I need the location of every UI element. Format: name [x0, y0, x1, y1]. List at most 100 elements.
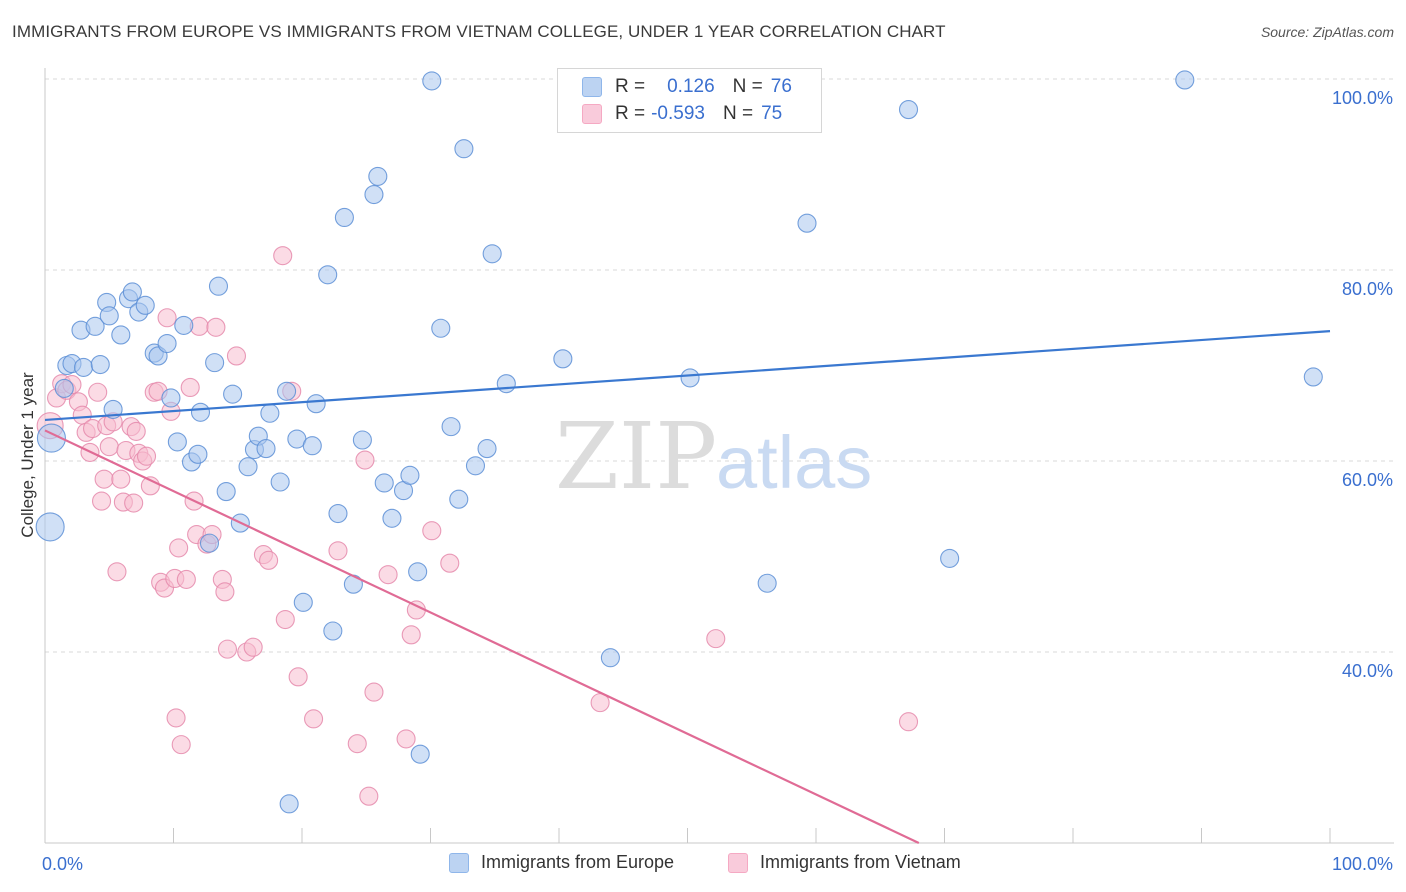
vietnam-point: [169, 538, 189, 558]
x-tick-label-max: 100.0%: [1332, 854, 1393, 874]
europe-trendline: [44, 330, 1331, 422]
legend-n-label: N =: [722, 103, 754, 124]
vietnam-point: [226, 346, 247, 366]
vietnam-point: [215, 582, 235, 602]
bottom-legend-vietnam: Immigrants from Vietnam: [728, 852, 961, 873]
vietnam-point: [355, 450, 375, 470]
trend-lines: [44, 330, 1331, 844]
vietnam-point: [440, 553, 460, 573]
europe-point: [400, 465, 420, 485]
y-axis-label: College, Under 1 year: [18, 372, 37, 538]
vietnam-point: [180, 377, 200, 398]
europe-point: [374, 473, 394, 493]
source-attribution: Source: ZipAtlas.com: [1260, 24, 1394, 40]
vietnam-point: [124, 493, 144, 513]
europe-point: [279, 794, 299, 814]
europe-point: [293, 592, 313, 612]
legend-row-europe: R = 0.126 N = 76: [582, 74, 792, 100]
europe-point: [99, 306, 119, 326]
europe-point: [208, 276, 229, 296]
vietnam-point: [91, 491, 112, 511]
europe-point: [111, 325, 131, 345]
europe-point: [553, 349, 573, 369]
bottom-legend-europe: Immigrants from Europe: [449, 852, 674, 873]
europe-point: [323, 621, 343, 641]
vietnam-point: [288, 667, 308, 687]
watermark-atlas: atlas: [716, 421, 872, 504]
legend-r-value-europe: 0.126: [667, 76, 715, 97]
legend-r-label: R =: [615, 103, 646, 124]
europe-point: [122, 282, 142, 302]
watermark-zip: ZIP: [555, 403, 717, 510]
europe-point: [90, 354, 110, 375]
vietnam-point: [136, 446, 157, 466]
europe-point: [940, 548, 960, 568]
europe-point: [167, 432, 187, 452]
europe-point: [260, 403, 280, 423]
europe-point: [898, 100, 919, 120]
europe-point: [352, 430, 372, 450]
legend-n-label: N =: [732, 76, 763, 97]
vietnam-point: [107, 562, 127, 582]
europe-point: [482, 244, 502, 264]
europe-point: [74, 357, 94, 377]
y-tick-label: 80.0%: [1342, 279, 1393, 299]
europe-point: [174, 315, 194, 335]
vietnam-point: [401, 625, 421, 645]
vietnam-point: [422, 521, 442, 541]
europe-point: [270, 472, 290, 492]
vietnam-point: [275, 609, 295, 630]
europe-point: [600, 648, 620, 668]
bottom-legend-swatch-vietnam: [728, 852, 748, 873]
legend-r-label: R =: [615, 76, 646, 97]
correlation-legend: R = 0.126 N = 76 R = -0.593 N = 75: [557, 68, 822, 133]
vietnam-point: [206, 317, 226, 337]
europe-point: [441, 417, 461, 437]
europe-point: [223, 384, 243, 404]
europe-point: [205, 353, 225, 373]
vietnam-point: [111, 469, 131, 489]
vietnam-point: [94, 469, 114, 489]
europe-point: [680, 368, 700, 388]
watermark: ZIP atlas: [555, 403, 872, 510]
vietnam-point: [898, 712, 919, 732]
x-tick-label-min: 0.0%: [42, 854, 83, 874]
y-tick-label: 100.0%: [1332, 88, 1393, 108]
chart-title: IMMIGRANTS FROM EUROPE VS IMMIGRANTS FRO…: [12, 22, 946, 41]
vietnam-point: [157, 308, 177, 328]
vietnam-point: [243, 637, 263, 657]
vietnam-point: [396, 729, 416, 749]
legend-n-value-vietnam: 75: [761, 103, 783, 124]
europe-point: [334, 207, 354, 228]
europe-point: [431, 318, 451, 338]
vietnam-point: [126, 421, 146, 441]
europe-point: [496, 374, 516, 394]
europe-point: [757, 573, 777, 593]
vietnam-point: [347, 734, 367, 754]
legend-row-vietnam: R = -0.593 N = 75: [582, 101, 782, 127]
vietnam-point: [304, 709, 324, 729]
europe-point: [797, 213, 817, 233]
grid-lines: [45, 78, 1394, 653]
vietnam-point: [166, 708, 186, 728]
europe-point: [422, 71, 442, 91]
europe-point: [135, 295, 155, 315]
europe-point: [465, 456, 486, 476]
europe-point: [410, 744, 430, 764]
legend-swatch-europe: [582, 77, 602, 97]
europe-point: [199, 533, 220, 553]
vietnam-point: [328, 541, 348, 561]
europe-point: [364, 185, 384, 205]
vietnam-point: [364, 682, 384, 702]
europe-point: [454, 139, 474, 159]
europe-point: [157, 333, 177, 354]
europe-point: [302, 436, 322, 456]
europe-point: [35, 512, 65, 542]
europe-point: [216, 482, 236, 502]
bottom-legend-swatch-europe: [449, 852, 469, 873]
europe-point: [382, 508, 402, 528]
europe-point: [408, 562, 428, 582]
vietnam-point: [88, 382, 108, 402]
europe-point: [1175, 70, 1195, 90]
